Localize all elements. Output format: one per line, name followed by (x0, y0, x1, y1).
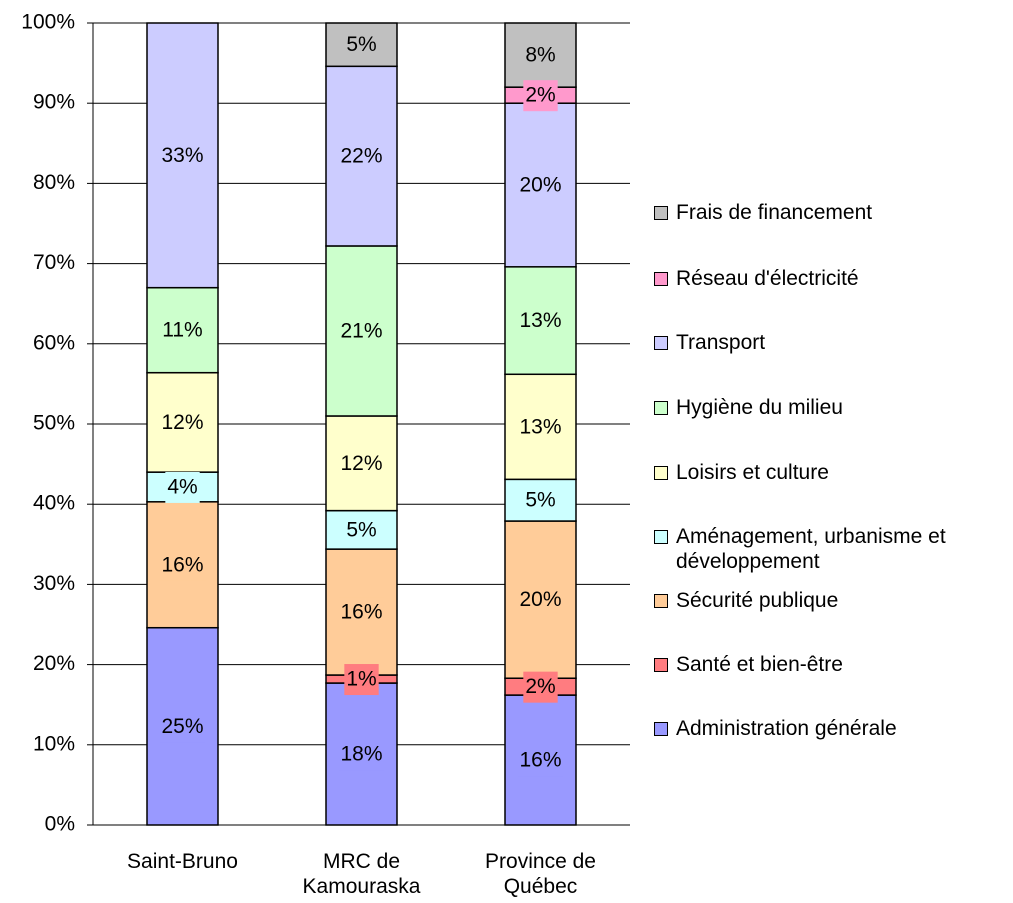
data-label: 11% (162, 319, 202, 342)
y-tick-label: 60% (33, 331, 75, 354)
legend-item: Loisirs et culture (652, 460, 1013, 485)
legend-swatch (654, 401, 668, 415)
y-tick-label: 100% (21, 11, 75, 34)
data-label: 20% (519, 588, 561, 611)
x-tick-label: Province de Québec (485, 850, 596, 898)
label-background (159, 549, 206, 581)
label-background (517, 584, 564, 616)
y-tick-label: 50% (33, 412, 75, 435)
label-background (344, 29, 379, 61)
legend-label: Loisirs et culture (676, 461, 829, 484)
label-background (338, 739, 385, 771)
label-background (159, 407, 206, 439)
label-background (523, 485, 558, 517)
y-tick-label: 90% (33, 91, 75, 114)
label-background (517, 170, 564, 202)
legend-swatch (654, 530, 668, 544)
label-background (517, 305, 564, 337)
label-background (338, 141, 385, 173)
data-label: 20% (519, 174, 561, 197)
data-label: 12% (161, 411, 203, 434)
label-background (159, 711, 206, 743)
data-label: 4% (167, 476, 197, 499)
label-background (338, 315, 385, 347)
label-background (523, 40, 558, 72)
legend-item: Aménagement, urbanisme et développement (652, 524, 1013, 574)
data-label: 5% (346, 33, 376, 56)
label-background (523, 671, 558, 703)
y-tick-label: 30% (33, 572, 75, 595)
legend-label: Frais de financement (676, 201, 873, 224)
label-background (344, 664, 379, 696)
legend-swatch (654, 272, 668, 286)
data-label: 16% (519, 749, 561, 772)
data-label: 16% (161, 553, 203, 576)
legend-swatch (654, 722, 668, 736)
y-tick-label: 80% (33, 171, 75, 194)
data-label: 13% (519, 415, 561, 438)
label-background (344, 514, 379, 546)
label-background (338, 448, 385, 480)
x-tick-label: MRC de Kamouraska (302, 850, 421, 898)
data-label: 5% (346, 518, 376, 541)
data-label: 25% (161, 715, 203, 738)
label-background (523, 80, 558, 112)
legend-item: Frais de financement (652, 200, 1013, 225)
legend-label: Aménagement, urbanisme et développement (676, 525, 946, 573)
y-tick-label: 0% (45, 813, 75, 836)
y-tick-label: 70% (33, 251, 75, 274)
legend-item: Sécurité publique (652, 588, 1013, 613)
legend-label: Santé et bien-être (676, 653, 843, 676)
label-background (159, 140, 206, 172)
legend-label: Réseau d'électricité (676, 267, 859, 290)
legend-item: Réseau d'électricité (652, 266, 1013, 291)
data-label: 2% (525, 675, 555, 698)
label-background (517, 411, 564, 443)
x-tick-label: Saint-Bruno (127, 850, 238, 873)
data-label: 18% (340, 743, 382, 766)
label-background (338, 597, 385, 629)
legend-item: Santé et bien-être (652, 652, 1013, 677)
legend-swatch (654, 336, 668, 350)
data-label: 33% (161, 144, 203, 167)
legend-swatch (654, 594, 668, 608)
label-background (165, 471, 200, 503)
legend-item: Transport (652, 330, 1013, 355)
data-label: 8% (525, 44, 555, 67)
label-background (517, 745, 564, 777)
legend-swatch (654, 466, 668, 480)
y-tick-label: 20% (33, 652, 75, 675)
legend-swatch (654, 658, 668, 672)
data-label: 21% (340, 320, 382, 343)
legend-swatch (654, 206, 668, 220)
legend-item: Hygiène du milieu (652, 395, 1013, 420)
legend-label: Hygiène du milieu (676, 396, 843, 419)
data-label: 1% (346, 668, 376, 691)
legend-item: Administration générale (652, 716, 1013, 741)
data-label: 2% (525, 84, 555, 107)
data-label: 22% (340, 145, 382, 168)
data-label: 5% (525, 489, 555, 512)
legend-label: Sécurité publique (676, 589, 839, 612)
y-tick-label: 40% (33, 492, 75, 515)
data-label: 16% (340, 601, 382, 624)
y-tick-label: 10% (33, 732, 75, 755)
label-background (160, 315, 205, 347)
data-label: 13% (519, 309, 561, 332)
legend-label: Administration générale (676, 717, 897, 740)
data-label: 12% (340, 452, 382, 475)
legend-label: Transport (676, 331, 766, 354)
